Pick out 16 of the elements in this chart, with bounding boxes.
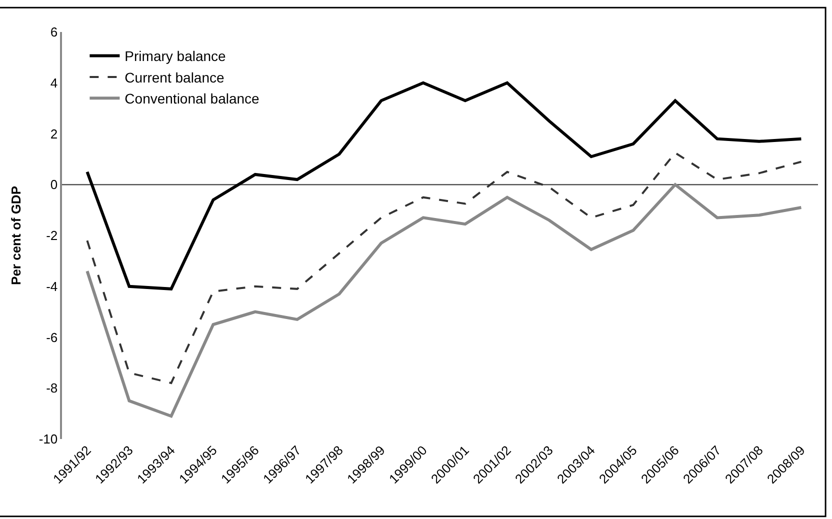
y-axis-title: Per cent of GDP [8, 186, 24, 285]
y-tick-label: -2 [46, 228, 58, 244]
legend-label: Primary balance [124, 48, 226, 64]
line-series [86, 152, 802, 384]
line-series [86, 81, 803, 290]
y-tick-label: 2 [50, 126, 58, 142]
y-tick-label: -10 [38, 432, 58, 447]
y-tick-label: -4 [46, 278, 58, 294]
y-tick-label: 6 [50, 24, 58, 40]
legend-label: Conventional balance [124, 90, 260, 107]
y-tick-label: -6 [46, 330, 58, 345]
y-tick-label: 4 [50, 75, 58, 90]
legend-label: Current balance [124, 69, 225, 86]
y-tick-label: -8 [46, 380, 58, 396]
line-series [86, 183, 803, 418]
y-tick-label: 0 [50, 177, 58, 192]
